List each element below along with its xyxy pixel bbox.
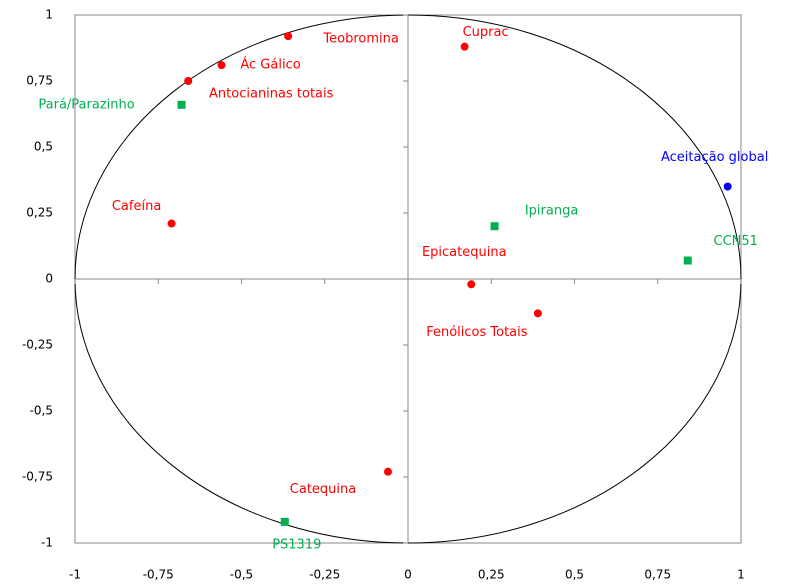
y-tick-label: 0,25 xyxy=(26,206,53,220)
point xyxy=(683,256,692,265)
x-tick-label: 0 xyxy=(404,568,412,582)
x-tick-label: -1 xyxy=(69,568,81,582)
x-tick-label: 1 xyxy=(737,568,745,582)
point xyxy=(384,467,393,476)
y-tick-label: 0,5 xyxy=(34,140,53,154)
x-tick-label: 0,5 xyxy=(565,568,584,582)
point xyxy=(533,309,542,318)
point-label: Ipiranga xyxy=(525,204,578,219)
y-tick-label: -0,5 xyxy=(30,404,53,418)
point-label: Pará/Parazinho xyxy=(38,97,134,112)
x-tick-label: 0,75 xyxy=(644,568,671,582)
point-label: PS1319 xyxy=(272,537,321,552)
point xyxy=(723,182,732,191)
x-tick-label: -0,5 xyxy=(230,568,253,582)
point xyxy=(217,61,226,70)
y-tick-label: 1 xyxy=(45,8,53,22)
point xyxy=(460,42,469,51)
point-label: Epicatequina xyxy=(422,245,507,260)
y-tick-label: 0,75 xyxy=(26,74,53,88)
point xyxy=(490,222,499,231)
point-label: CCN51 xyxy=(714,234,758,249)
point xyxy=(284,32,293,41)
point-label: Teobromina xyxy=(322,32,398,47)
y-tick-label: 0 xyxy=(45,272,53,286)
point-label: Cafeína xyxy=(112,199,161,214)
x-tick-label: -0,75 xyxy=(143,568,174,582)
point-label: Cuprac xyxy=(463,25,509,40)
x-tick-label: -0,25 xyxy=(309,568,340,582)
x-tick-label: 0,25 xyxy=(478,568,505,582)
point xyxy=(280,517,289,526)
y-tick-label: -0,25 xyxy=(22,338,53,352)
point-label: Antocianinas totais xyxy=(209,87,334,102)
point-label: Fenólicos Totais xyxy=(426,325,528,340)
point xyxy=(177,100,186,109)
y-tick-label: -1 xyxy=(41,536,53,550)
point xyxy=(184,77,193,85)
point-label: Ác Gálico xyxy=(240,57,300,73)
y-tick-label: -0,75 xyxy=(22,470,53,484)
point xyxy=(467,280,476,289)
point xyxy=(167,219,176,228)
point-label: Aceitação global xyxy=(661,150,768,165)
point-label: Catequina xyxy=(290,482,356,497)
